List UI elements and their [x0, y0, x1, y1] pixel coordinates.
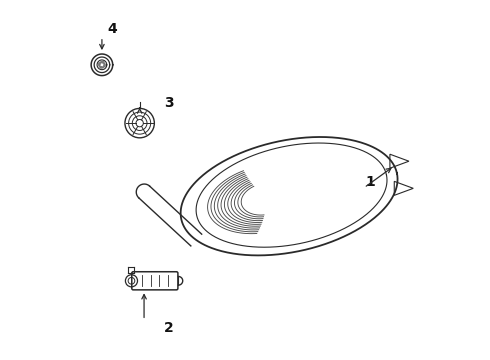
Text: 3: 3: [164, 96, 174, 109]
Text: 1: 1: [365, 175, 375, 189]
Text: 4: 4: [108, 22, 118, 36]
Text: 2: 2: [164, 321, 174, 335]
